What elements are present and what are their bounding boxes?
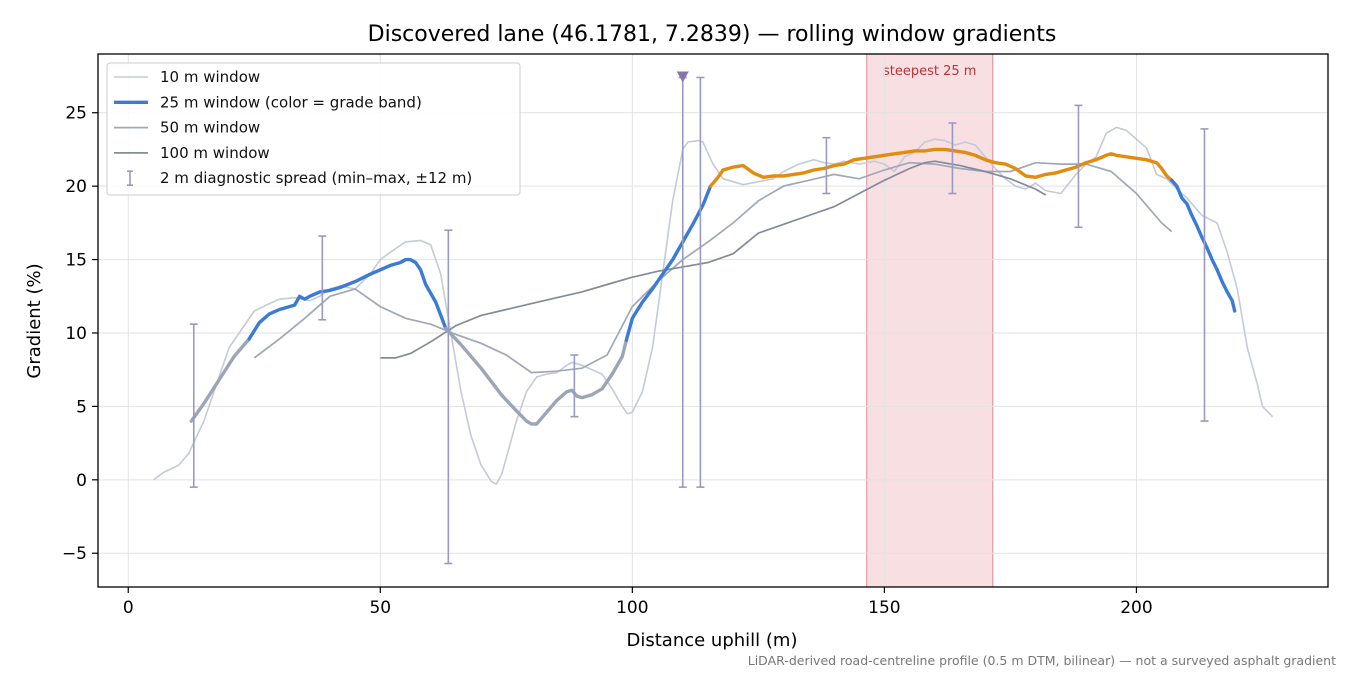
series-100m-line: [380, 160, 1047, 359]
legend-label: 50 m window: [160, 119, 260, 137]
legend-label: 2 m diagnostic spread (min–max, ±12 m): [160, 169, 472, 187]
steepest-region-layer: steepest 25 m: [866, 53, 994, 588]
series-25m-segment-steep: [247, 257, 448, 341]
legend: 10 m window 25 m window (color = grade ba…: [106, 62, 521, 196]
y-axis-label: Gradient (%): [24, 263, 45, 378]
series-25m-segment-moderate: [444, 326, 628, 426]
y-tick-label: 0: [76, 471, 87, 491]
steepest-region-band: [866, 53, 994, 588]
x-tick-label: 50: [369, 598, 391, 618]
legend-label: 25 m window (color = grade band): [160, 93, 422, 111]
y-tick-label: 10: [65, 324, 87, 344]
x-tick-label: 200: [1120, 598, 1152, 618]
legend-label: 100 m window: [160, 144, 270, 162]
chart-title: Discovered lane (46.1781, 7.2839) — roll…: [368, 22, 1057, 47]
peak-marker-triangle: [676, 71, 689, 83]
x-tick-label: 100: [616, 598, 648, 618]
y-axis-ticks: −5 0 5 10 15 20 25: [62, 104, 98, 564]
series-50m-line: [253, 161, 1173, 374]
x-tick-label: 0: [123, 598, 134, 618]
x-axis-ticks: 0 50 100 150 200: [123, 587, 1153, 618]
series-layer: [153, 126, 1274, 486]
chart-footnote: LiDAR-derived road-centreline profile (0…: [748, 653, 1336, 668]
y-tick-label: 25: [65, 104, 87, 124]
legend-box: [106, 62, 521, 196]
y-tick-label: −5: [62, 544, 87, 564]
legend-items: 10 m window 25 m window (color = grade ba…: [114, 68, 472, 187]
plot-area: steepest 25 m: [98, 53, 1328, 588]
legend-label: 10 m window: [160, 68, 260, 86]
series-25m-segment-very-steep: [708, 147, 1174, 188]
y-tick-label: 15: [65, 251, 87, 271]
series-25m-segment-moderate: [189, 337, 251, 423]
x-tick-label: 150: [868, 598, 900, 618]
plot-frame: [97, 53, 1329, 588]
y-tick-label: 20: [65, 177, 87, 197]
marker-layer: [676, 71, 689, 83]
steepest-region-label: steepest 25 m: [883, 64, 976, 79]
error-bar-layer: [189, 76, 1209, 565]
y-tick-label: 5: [76, 397, 87, 417]
x-axis-label: Distance uphill (m): [627, 630, 798, 651]
series-25m-segment-steep: [624, 184, 713, 342]
